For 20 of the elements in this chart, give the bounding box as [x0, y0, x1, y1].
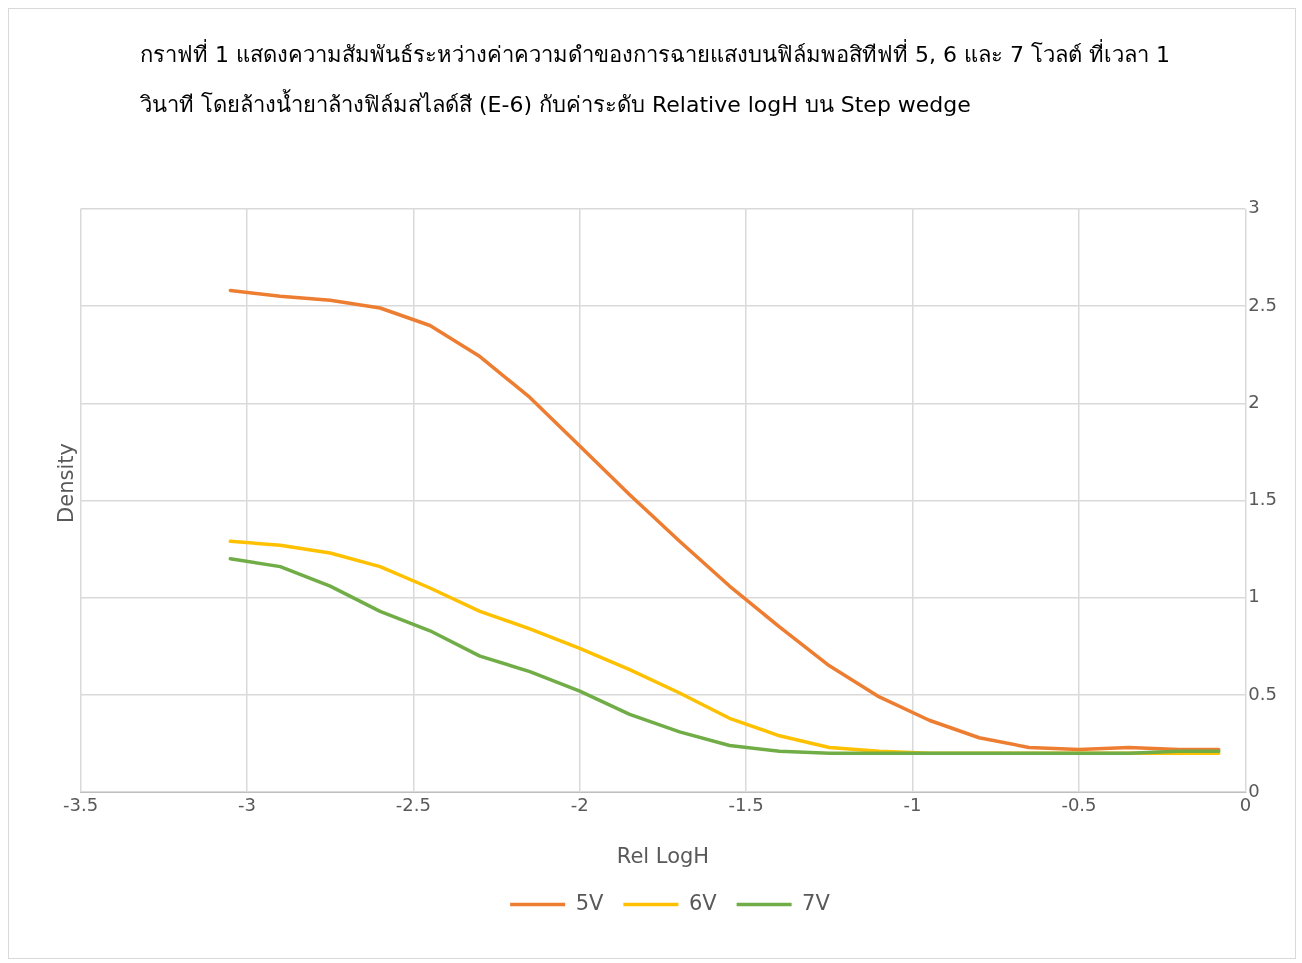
legend-label: 5V: [575, 890, 605, 915]
x-tick-label: -1: [903, 793, 922, 815]
y-tick-label: 1: [1248, 585, 1260, 607]
x-axis-title: Rel LogH: [616, 843, 710, 868]
y-tick-label: 1.5: [1248, 488, 1278, 510]
y-tick-label: 2: [1248, 390, 1260, 412]
y-tick-label: 2.5: [1248, 293, 1278, 315]
x-tick-label: -3: [237, 793, 256, 815]
x-tick-label: -1.5: [728, 793, 764, 815]
y-tick-label: 0.5: [1248, 682, 1278, 704]
legend-label: 6V: [688, 890, 718, 915]
x-tick-label: -0.5: [1061, 793, 1097, 815]
chart-title: กราฟที่ 1 แสดงความสัมพันธ์ระหว่างค่าความดำของการฉายแสงบนฟิล์มพอสิทีฟที่ 5, 6 และ 7 โวลต์ ที่เวลา 1 วินาที โดยล้างน้ำยาล้างฟิล์มสไลด์สี (E-6) กับค่าระดับ Relative logH บน Step wedge: [140, 38, 1170, 119]
y-tick-label: 3: [1248, 196, 1260, 218]
y-axis-title: Density: [54, 443, 78, 523]
y-tick-label: 0: [1248, 779, 1260, 801]
x-tick-label: -3.5: [63, 793, 99, 815]
legend-label: 7V: [802, 890, 831, 915]
x-tick-label: -2.5: [395, 793, 431, 815]
x-tick-label: -2: [570, 793, 589, 815]
